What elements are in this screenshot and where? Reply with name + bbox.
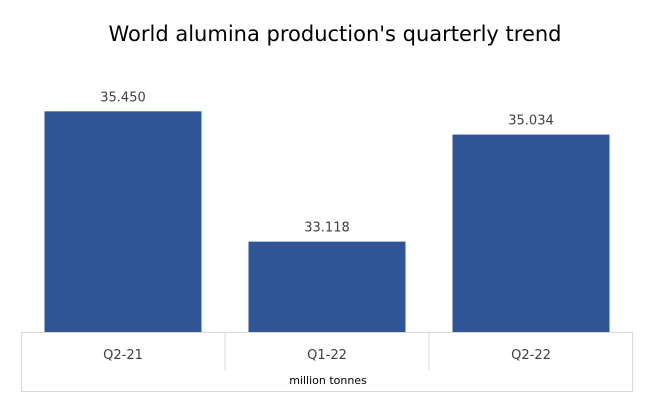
x-axis-title: million tonnes — [289, 374, 367, 387]
tick-label-q2-22: Q2-22 — [511, 348, 551, 363]
bar-q1-22 — [248, 241, 406, 332]
data-label-q2-21: 35.450 — [100, 90, 146, 105]
value-labels-layer: 35.450 33.118 35.034 — [100, 90, 554, 235]
category-tick-labels: Q2-21 Q1-22 Q2-22 — [103, 348, 551, 363]
bars-layer — [44, 111, 610, 332]
bar-q2-21 — [44, 111, 202, 332]
bar-q2-22 — [452, 134, 610, 332]
data-label-q1-22: 33.118 — [304, 221, 350, 236]
tick-label-q2-21: Q2-21 — [103, 348, 143, 363]
tick-label-q1-22: Q1-22 — [307, 348, 347, 363]
category-axis-frame — [21, 332, 633, 392]
data-label-q2-22: 35.034 — [508, 114, 554, 129]
chart-title: World alumina production's quarterly tre… — [109, 22, 562, 46]
